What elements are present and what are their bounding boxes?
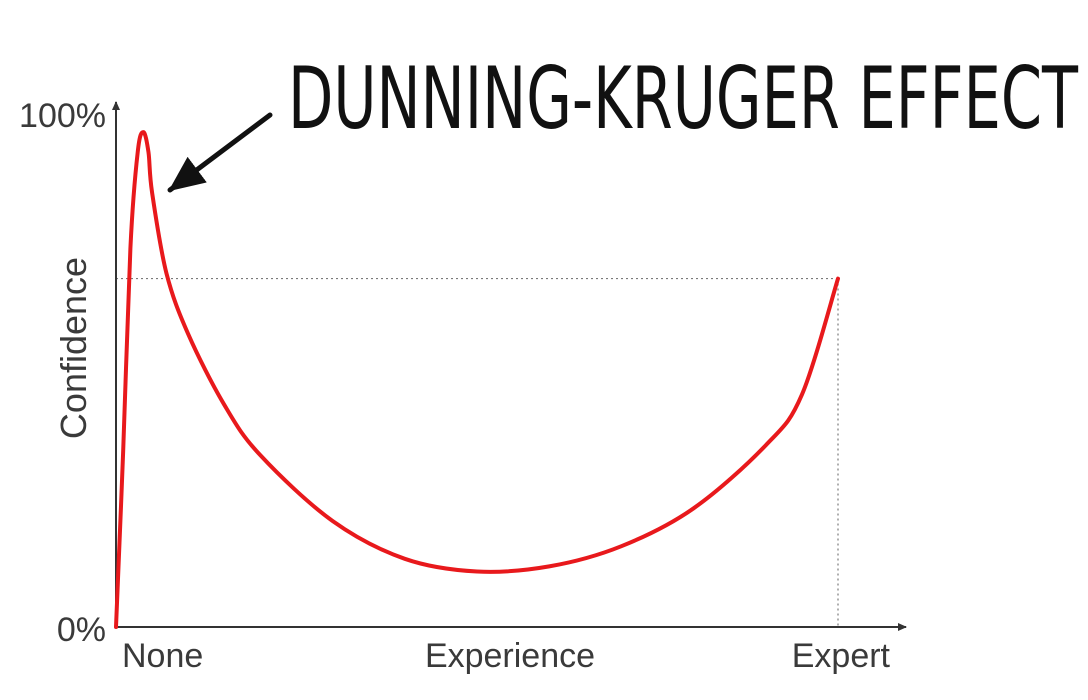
y-axis-label: Confidence (53, 257, 94, 439)
annotation-arrow (167, 112, 273, 193)
x-tick-label-experience: Experience (425, 637, 595, 675)
x-tick-label-none: None (122, 637, 203, 675)
chart-title: DUNNING-KRUGER EFFECT (288, 49, 1078, 149)
y-tick-label-0: 0% (57, 611, 106, 649)
x-tick-label-expert: Expert (792, 637, 891, 675)
series-line-confidence (114, 130, 840, 629)
y-tick-label-100: 100% (19, 97, 106, 135)
